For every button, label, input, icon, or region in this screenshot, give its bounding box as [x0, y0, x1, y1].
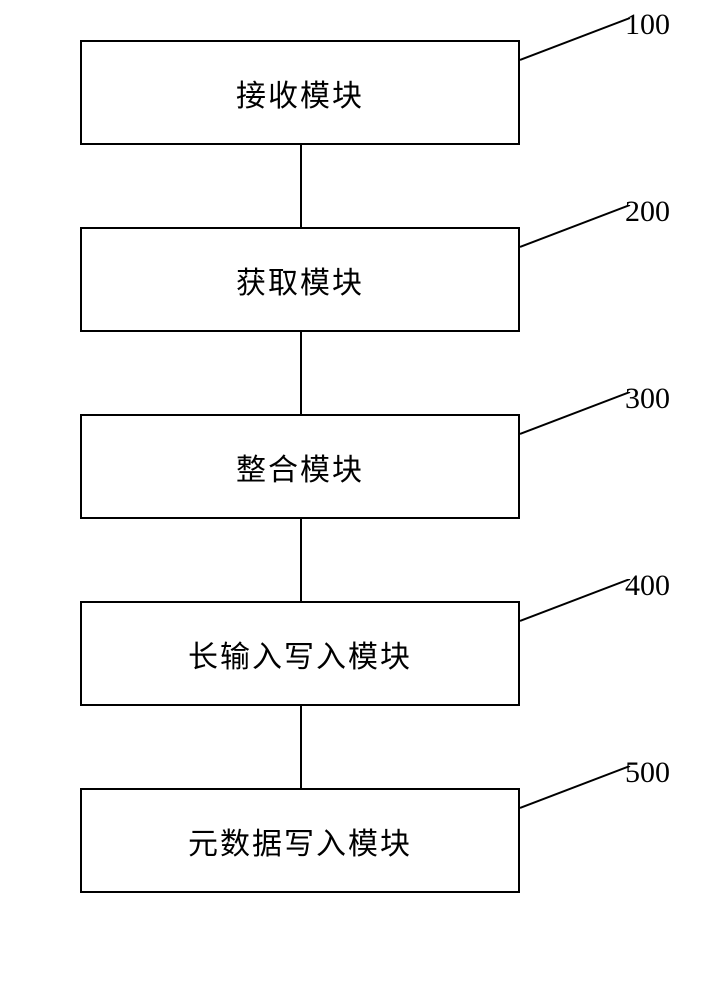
flowchart-diagram: 接收模块 100 获取模块 200 整合模块 300 长输入写入模块 [50, 40, 670, 893]
node-number: 400 [625, 569, 670, 603]
node-receive-module: 接收模块 [80, 40, 520, 145]
node-label: 元数据写入模块 [188, 819, 412, 863]
node-row-1: 接收模块 100 [50, 40, 670, 145]
node-label: 整合模块 [236, 445, 364, 489]
node-number: 100 [625, 8, 670, 42]
node-integrate-module: 整合模块 [80, 414, 520, 519]
node-number: 300 [625, 382, 670, 416]
node-number: 500 [625, 756, 670, 790]
node-label: 长输入写入模块 [188, 632, 412, 676]
node-long-input-write-module: 长输入写入模块 [80, 601, 520, 706]
node-row-3: 整合模块 300 [50, 414, 670, 519]
node-metadata-write-module: 元数据写入模块 [80, 788, 520, 893]
node-row-2: 获取模块 200 [50, 227, 670, 332]
node-number: 200 [625, 195, 670, 229]
connector-4-5 [300, 706, 302, 788]
connector-3-4 [300, 519, 302, 601]
connector-2-3 [300, 332, 302, 414]
connector-1-2 [300, 145, 302, 227]
node-row-5: 元数据写入模块 500 [50, 788, 670, 893]
node-row-4: 长输入写入模块 400 [50, 601, 670, 706]
node-label: 接收模块 [236, 71, 364, 115]
node-acquire-module: 获取模块 [80, 227, 520, 332]
node-label: 获取模块 [236, 258, 364, 302]
